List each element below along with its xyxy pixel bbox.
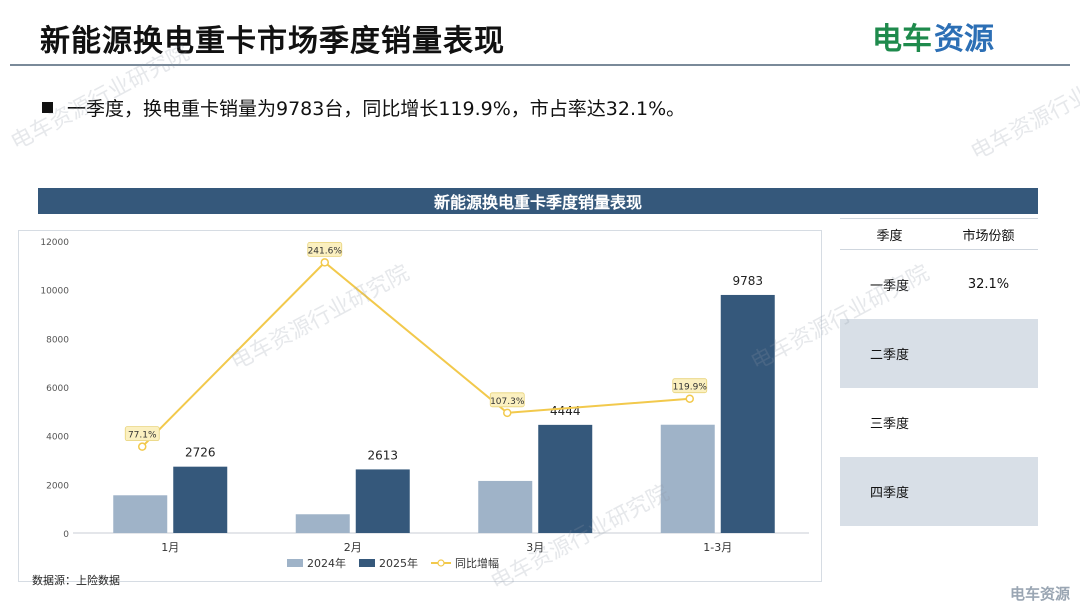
row-quarter: 四季度 — [869, 486, 909, 501]
market-share-table: 季度 市场份额 一季度 32.1% 二季度 三季度 四季度 — [840, 218, 1038, 526]
bar-2024 — [113, 495, 168, 533]
legend-label: 2024年 — [307, 556, 346, 570]
x-tick-label: 1-3月 — [703, 541, 732, 554]
legend-swatch-2025 — [359, 559, 375, 567]
bar-2024 — [660, 424, 715, 533]
bar-value-label: 2613 — [367, 448, 398, 462]
growth-label-box — [307, 242, 343, 257]
logo-text-b: 资源 — [934, 22, 994, 57]
bar-value-label: 2726 — [185, 446, 216, 460]
y-tick-label: 10000 — [40, 287, 69, 297]
growth-label-box — [489, 392, 525, 408]
bar-2025 — [538, 424, 593, 533]
x-tick-label: 3月 — [526, 541, 544, 554]
growth-label-box — [672, 378, 708, 394]
summary-text: 一季度，换电重卡销量为9783台，同比增长119.9%，市占率达32.1%。 — [67, 98, 686, 120]
y-tick-label: 8000 — [46, 335, 69, 345]
growth-point — [320, 258, 329, 267]
bar-2025 — [173, 466, 228, 533]
chart-title-banner: 新能源换电重卡季度销量表现 — [38, 188, 1038, 214]
legend-label: 2025年 — [379, 556, 418, 570]
growth-point — [138, 442, 147, 451]
y-tick-label: 2000 — [46, 481, 69, 491]
header-divider — [10, 64, 1070, 66]
growth-label: 77.1% — [128, 431, 157, 441]
sales-chart: 0 2000 4000 6000 8000 10000 12000 2726 1月 2613 2月 4… — [40, 238, 809, 570]
growth-label-box — [124, 426, 160, 442]
x-tick-label: 1月 — [161, 541, 179, 554]
source-note: 数据源：上险数据 — [32, 574, 120, 587]
growth-point — [503, 408, 512, 418]
bar-2025 — [355, 469, 410, 533]
table-row: 二季度 — [840, 319, 1038, 388]
growth-label: 119.9% — [673, 383, 708, 393]
row-share: 32.1% — [967, 277, 1010, 292]
growth-label: 107.3% — [490, 397, 525, 407]
header-share: 市场份额 — [962, 228, 1015, 244]
row-quarter: 二季度 — [869, 348, 909, 363]
bar-2024 — [295, 514, 350, 533]
summary-bullet: 一季度，换电重卡销量为9783台，同比增长119.9%，市占率达32.1%。 — [42, 94, 685, 121]
bar-2024 — [478, 480, 533, 533]
y-tick-label: 4000 — [46, 433, 69, 443]
x-tick-label: 2月 — [344, 541, 362, 554]
y-tick-label: 0 — [63, 530, 69, 540]
growth-line — [141, 261, 690, 448]
chart-title: 新能源换电重卡季度销量表现 — [433, 193, 642, 212]
bar-value-label: 4444 — [550, 404, 581, 418]
y-tick-label: 12000 — [40, 238, 69, 248]
bullet-square-icon — [42, 102, 53, 113]
table-row: 一季度 32.1% — [840, 250, 1038, 319]
row-quarter: 一季度 — [869, 279, 909, 294]
y-tick-label: 6000 — [46, 384, 69, 394]
table-header-row: 季度 市场份额 — [840, 218, 1038, 250]
table-row: 三季度 — [840, 388, 1038, 457]
bar-value-label: 9783 — [732, 274, 763, 288]
bar-2025 — [720, 294, 775, 533]
brand-logo: 电车 资源 — [872, 14, 1042, 58]
logo-text-a: 电车 — [872, 22, 932, 57]
corner-watermark: 电车资源 — [1009, 585, 1070, 603]
growth-point — [685, 394, 694, 403]
row-quarter: 三季度 — [869, 417, 909, 432]
legend-swatch-2024 — [287, 559, 303, 567]
header-quarter: 季度 — [876, 228, 903, 244]
table-row: 四季度 — [840, 457, 1038, 526]
legend-label: 同比增幅 — [455, 556, 499, 570]
page-title: 新能源换电重卡市场季度销量表现 — [40, 24, 505, 59]
chart-frame: 0 2000 4000 6000 8000 10000 12000 2726 1月 2613 2月 4… — [18, 230, 822, 582]
growth-label: 241.6% — [308, 246, 343, 256]
legend-marker-growth — [437, 559, 445, 567]
